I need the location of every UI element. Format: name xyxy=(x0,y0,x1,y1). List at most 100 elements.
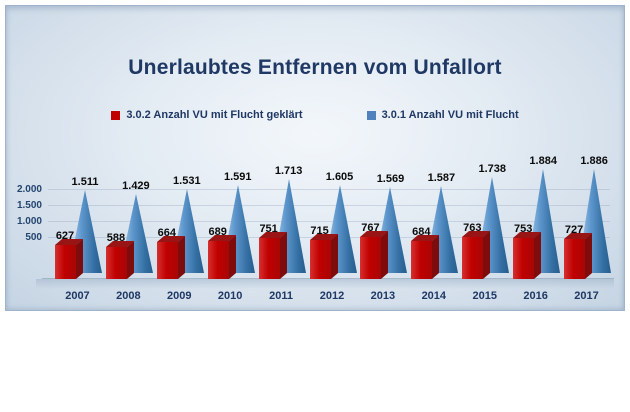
bar-front xyxy=(564,239,586,279)
column-2014: 1.587 684 xyxy=(408,153,459,279)
bar-top xyxy=(411,235,440,241)
column-shapes xyxy=(309,185,357,279)
bar-value-label: 727 xyxy=(564,224,584,236)
legend-label: 3.0.2 Anzahl VU mit Flucht geklärt xyxy=(126,109,303,121)
column-shapes xyxy=(156,189,204,279)
column-shapes xyxy=(105,194,153,279)
pyramid-value-label: 1.569 xyxy=(376,173,405,185)
bar-front xyxy=(411,241,433,279)
column-2016: 1.884 753 xyxy=(510,153,561,279)
column-2011: 1.713 751 xyxy=(256,153,307,279)
pyramid-value-label: 1.884 xyxy=(529,155,557,167)
chart-floor xyxy=(36,279,614,289)
bar-top xyxy=(564,233,593,239)
gridline xyxy=(48,188,610,190)
bar-value-label: 689 xyxy=(208,226,227,238)
x-label-2017: 2017 xyxy=(574,290,599,302)
bar-value-label: 753 xyxy=(513,223,533,235)
x-label-2011: 2011 xyxy=(269,290,294,302)
legend-item-0: 3.0.2 Anzahl VU mit Flucht geklärt xyxy=(111,109,303,121)
column-2013: 1.569 767 xyxy=(357,153,408,279)
legend-swatch-icon xyxy=(111,110,121,120)
bar-side xyxy=(432,235,440,279)
bar-value-label: 588 xyxy=(106,232,126,244)
bar-value-label: 763 xyxy=(463,222,482,234)
bar-value-label: 751 xyxy=(259,223,278,235)
x-label-2013: 2013 xyxy=(370,290,396,302)
column-shapes xyxy=(564,169,612,279)
bar-front xyxy=(55,245,76,279)
y-tick-label: 1.000 xyxy=(16,215,42,227)
chart-title: Unerlaubtes Entfernen vom Unfallort xyxy=(128,56,502,79)
y-tick: 1.500 xyxy=(14,199,610,211)
bar-side xyxy=(279,232,287,279)
column-shapes xyxy=(207,185,255,279)
gridline xyxy=(48,204,610,206)
x-label-2014: 2014 xyxy=(421,290,447,302)
pyramid-value-label: 1.738 xyxy=(478,163,507,175)
pyramid-value-label: 1.511 xyxy=(71,176,99,188)
column-shapes xyxy=(55,190,102,279)
bar-top xyxy=(207,235,236,241)
bar-value-label: 664 xyxy=(157,227,176,239)
bar-value-label: 627 xyxy=(55,230,75,242)
bar-front xyxy=(207,241,229,279)
bar-side xyxy=(381,231,389,279)
bar-front xyxy=(156,242,178,279)
column-2010: 1.591 689 xyxy=(205,153,256,279)
bar-side xyxy=(534,232,542,279)
pyramid-value-label: 1.886 xyxy=(580,155,608,167)
column-shapes xyxy=(411,186,459,279)
column-2009: 1.531 664 xyxy=(154,153,205,279)
bar-side xyxy=(126,241,134,279)
plot-area: 1.511 627 1.429 588 1.531 664 1.591 689 1.713 751… xyxy=(52,153,612,279)
bar-top xyxy=(105,241,134,247)
pyramid-value-label: 1.591 xyxy=(223,171,252,183)
column-2008: 1.429 588 xyxy=(103,153,154,279)
x-label-2016: 2016 xyxy=(523,290,548,302)
bar-value-label: 767 xyxy=(361,222,380,234)
legend: 3.0.2 Anzahl VU mit Flucht geklärt 3.0.1 … xyxy=(6,109,624,121)
bar-side xyxy=(330,234,338,279)
legend-swatch-icon xyxy=(366,110,376,120)
bar-top xyxy=(513,232,542,238)
bar-front xyxy=(462,237,484,279)
pyramid-value-label: 1.531 xyxy=(173,175,201,187)
bar-side xyxy=(76,239,83,279)
bar-top xyxy=(462,231,491,237)
y-tick-label: 1.500 xyxy=(16,199,42,211)
bar-side xyxy=(483,231,491,279)
chart-panel: Unerlaubtes Entfernen vom Unfallort 3.0.… xyxy=(5,5,625,311)
column-shapes xyxy=(258,179,306,279)
bar-top xyxy=(55,239,83,245)
column-2017: 1.886 727 xyxy=(561,153,612,279)
y-tick: 2.000 xyxy=(14,183,610,195)
x-label-2015: 2015 xyxy=(472,290,497,302)
pyramid-value-label: 1.713 xyxy=(274,165,303,177)
bar-value-label: 715 xyxy=(310,225,329,237)
bar-front xyxy=(309,240,331,279)
bar-front xyxy=(105,247,127,279)
column-shapes xyxy=(360,187,408,279)
column-2015: 1.738 763 xyxy=(459,153,510,279)
legend-item-1: 3.0.1 Anzahl VU mit Flucht xyxy=(366,109,519,121)
bar-top xyxy=(156,236,185,242)
x-axis: 2007 2008 2009 2010 2011 2012 2013 2014 2015 2016… xyxy=(52,290,612,304)
pyramid-value-label: 1.605 xyxy=(325,171,354,183)
column-shapes xyxy=(462,177,510,279)
y-tick-label: 500 xyxy=(25,231,42,243)
bar-top xyxy=(309,234,338,240)
pyramid-value-label: 1.587 xyxy=(427,172,456,184)
legend-label: 3.0.1 Anzahl VU mit Flucht xyxy=(381,109,519,121)
bar-front xyxy=(513,238,535,279)
x-label-2010: 2010 xyxy=(217,290,243,302)
bar-top xyxy=(360,231,389,237)
bar-value-label: 684 xyxy=(412,226,431,238)
x-label-2008: 2008 xyxy=(116,290,141,302)
gridline xyxy=(48,220,610,222)
bar-front xyxy=(360,237,382,279)
column-shapes xyxy=(513,169,561,279)
column-2012: 1.605 715 xyxy=(307,153,358,279)
pyramid-value-label: 1.429 xyxy=(122,180,150,192)
